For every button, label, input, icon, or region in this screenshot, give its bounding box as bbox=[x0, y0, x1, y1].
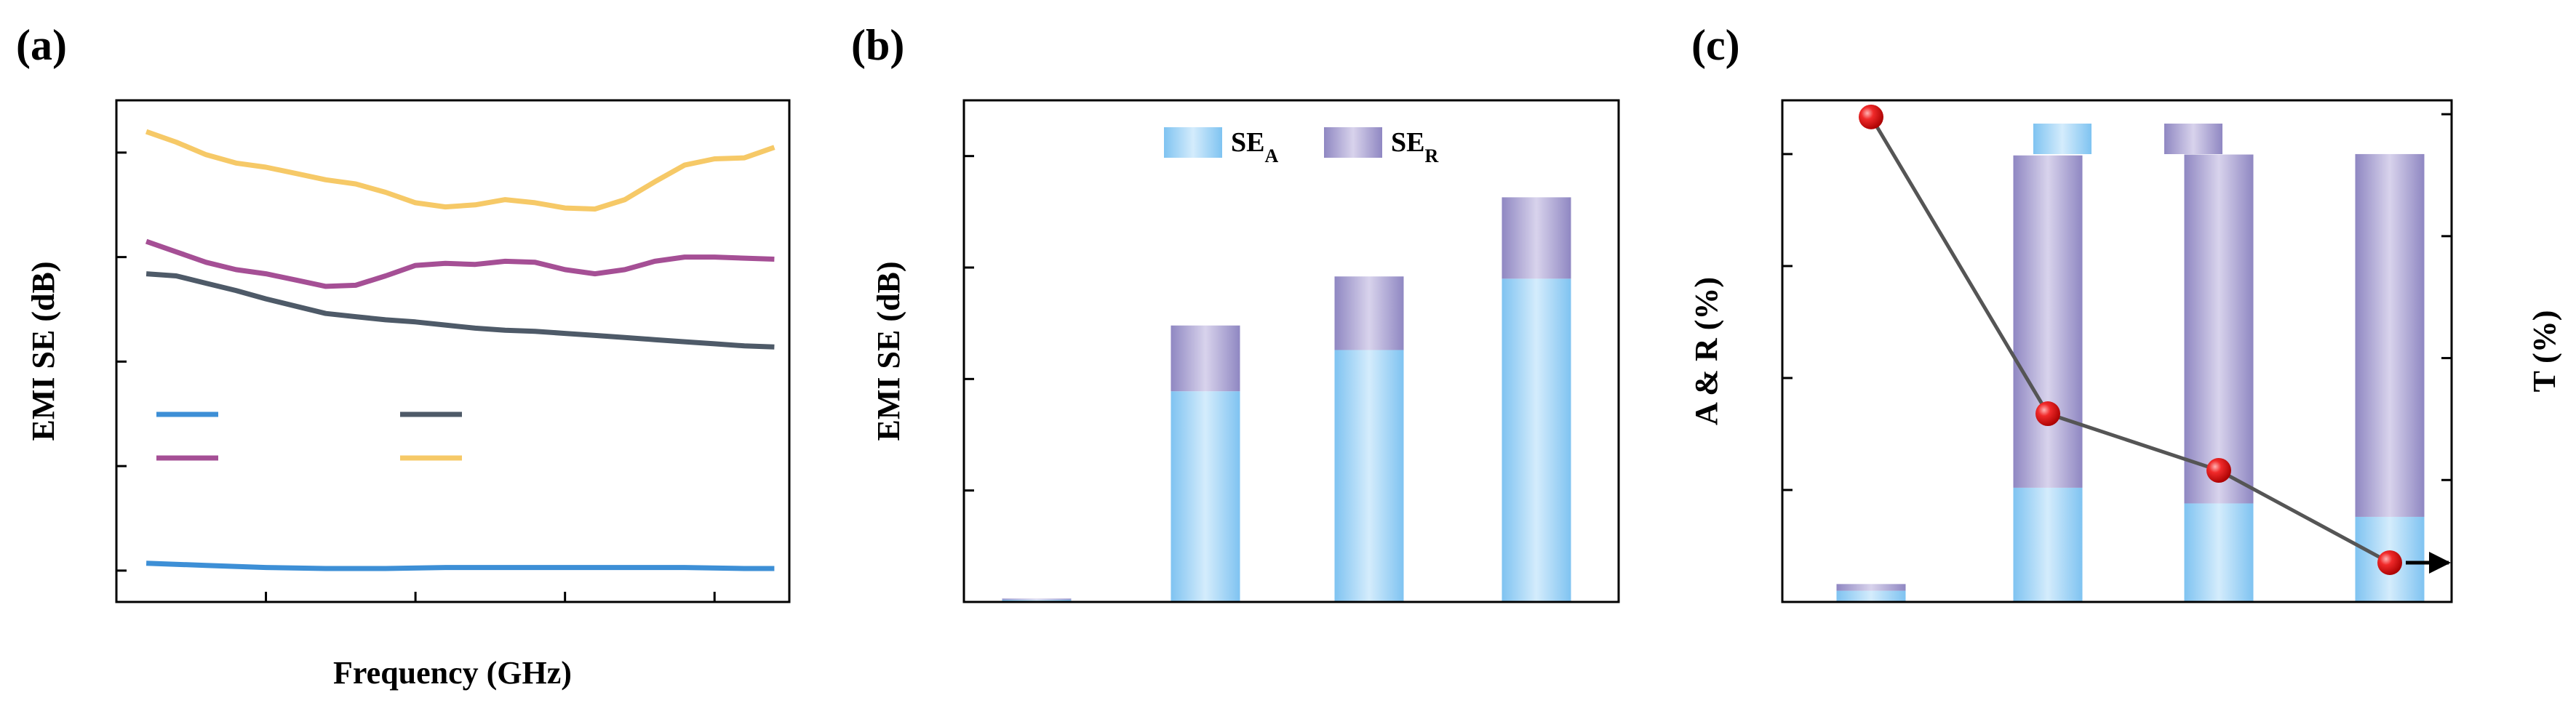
panel-a-ylabel: EMI SE (dB) bbox=[25, 262, 61, 441]
t-marker-dt7w9 bbox=[2206, 457, 2231, 483]
line-polyester bbox=[145, 561, 775, 571]
panel-a-line-chart: Frequency (GHz) EMI SE (dB) bbox=[25, 99, 791, 691]
bar-polyester-r bbox=[1836, 584, 1906, 591]
bar-dt7w9-ser bbox=[1334, 276, 1404, 350]
bar-dt7w9-r bbox=[2184, 154, 2254, 504]
panel-a-xlabel: Frequency (GHz) bbox=[333, 655, 572, 691]
legend-swatch-sea bbox=[1164, 127, 1222, 158]
panel-c-stacked-bar-chart: A & R (%) T (%) bbox=[1688, 99, 2562, 603]
bar-dt7w9-a bbox=[2184, 503, 2254, 602]
legend-label-sub: A bbox=[1264, 145, 1278, 166]
panel-c-label: (c) bbox=[1691, 21, 1740, 69]
bar-dt7w9-sea bbox=[1334, 350, 1404, 602]
t-marker-polyester bbox=[1859, 104, 1883, 129]
panel-a-label: (a) bbox=[16, 21, 67, 69]
line-st12w11 bbox=[145, 271, 775, 350]
panel-b-label: (b) bbox=[851, 21, 904, 69]
t-line bbox=[1869, 116, 2391, 565]
bar-st12w11-sea bbox=[1171, 391, 1240, 602]
legend-label-main: SE bbox=[1231, 127, 1264, 158]
panel-c-legend bbox=[2033, 124, 2222, 154]
line-dt5w27 bbox=[145, 129, 775, 212]
panel-b-legend: SEA SER bbox=[1164, 127, 1438, 166]
legend-swatch-a bbox=[2033, 124, 2091, 154]
panel-b-ylabel: EMI SE (dB) bbox=[871, 262, 906, 441]
bar-polyester-ser bbox=[1002, 598, 1072, 600]
bar-dt5w27-sea bbox=[1502, 278, 1571, 602]
t-marker-dt5w27 bbox=[2377, 550, 2402, 575]
bar-st12w11-ser bbox=[1171, 325, 1240, 392]
legend-swatch-r bbox=[2164, 124, 2222, 154]
legend-swatch-ser bbox=[1324, 127, 1382, 158]
panel-b-frame bbox=[962, 99, 1620, 603]
bar-st12w11-r bbox=[2013, 155, 2083, 488]
panel-c-frame bbox=[1781, 99, 2453, 603]
bar-st12w11-a bbox=[2013, 487, 2083, 602]
panel-a-legend bbox=[156, 411, 462, 461]
panel-c-right-ylabel: T (%) bbox=[2527, 310, 2562, 393]
t-marker-st12w11 bbox=[2035, 401, 2060, 427]
legend-label-sea: SEA bbox=[1231, 127, 1278, 166]
legend-label-main: SE bbox=[1391, 127, 1424, 158]
legend-label-sub: R bbox=[1424, 145, 1438, 166]
panel-a-frame bbox=[115, 99, 791, 603]
bar-polyester-sea bbox=[1002, 599, 1072, 602]
bar-dt5w27-r bbox=[2355, 153, 2425, 517]
panel-b-stacked-bar-chart: EMI SE (dB) SEA SER bbox=[871, 99, 1620, 603]
panel-c-left-ylabel: A & R (%) bbox=[1688, 277, 1724, 425]
line-dt7w9 bbox=[145, 238, 775, 289]
bar-dt5w27-ser bbox=[1502, 197, 1571, 279]
legend-label-ser: SER bbox=[1391, 127, 1438, 166]
bar-polyester-a bbox=[1836, 590, 1906, 602]
